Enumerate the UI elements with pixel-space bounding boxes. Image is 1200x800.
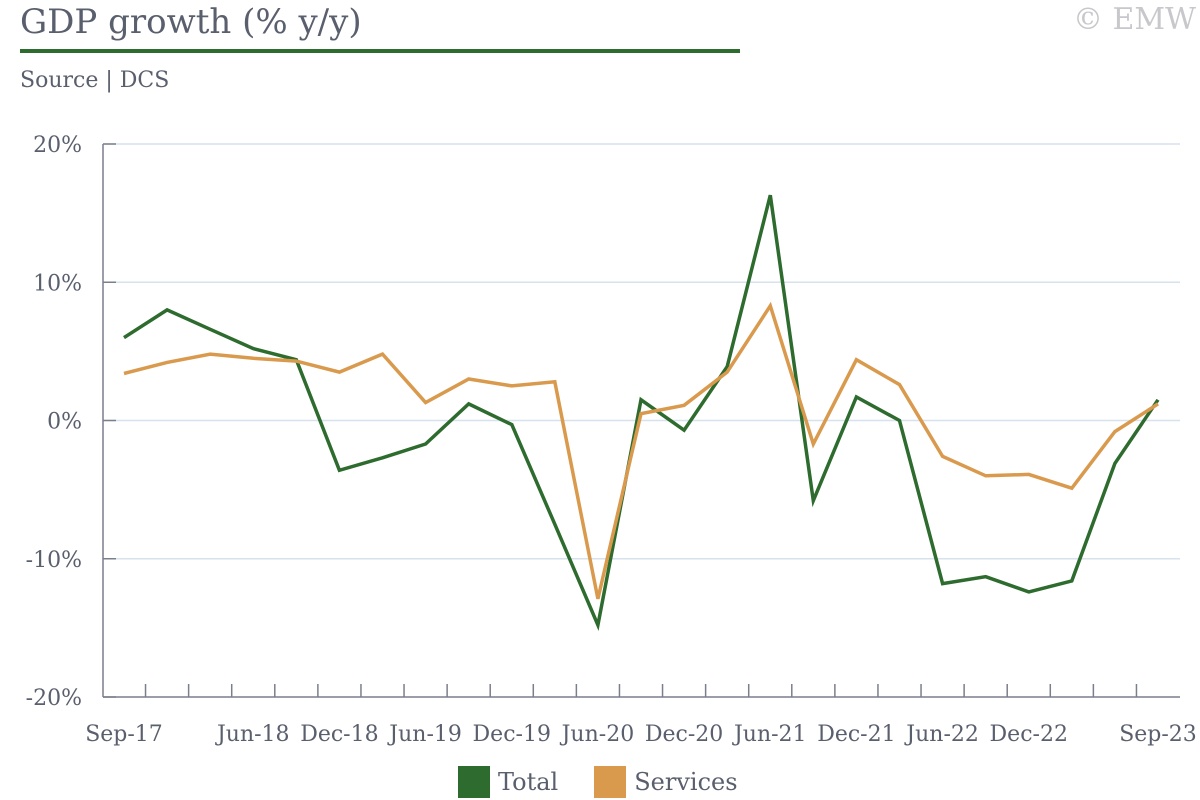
chart-source: Source | DCS: [20, 68, 170, 93]
gridlines: [103, 143, 1180, 560]
y-tick-label: -10%: [26, 548, 82, 573]
y-axis-ticks: 20% 10% 0% -10% -20%: [26, 133, 116, 711]
legend-item-services: Services: [594, 766, 738, 798]
x-tick-label: Jun-19: [387, 722, 462, 747]
x-tick-label: Dec-19: [473, 722, 551, 747]
line-chart: 20% 10% 0% -10% -20% Sep-17 Jun-18 Dec-18 Jun-1…: [26, 133, 1197, 747]
x-tick-label: Sep-23: [1119, 722, 1197, 747]
title-underline: [20, 49, 740, 53]
y-tick-label: 10%: [33, 271, 82, 296]
series-line-total: [123, 194, 1160, 632]
legend-label-total: Total: [498, 768, 559, 796]
x-tick-label: Dec-22: [990, 722, 1068, 747]
x-tick-label: Sep-17: [85, 722, 163, 747]
x-tick-label: Jun-21: [732, 722, 807, 747]
x-tick-label: Dec-21: [817, 722, 895, 747]
y-tick-label: 0%: [47, 410, 82, 435]
x-tick-label: Dec-18: [300, 722, 378, 747]
x-tick-label: Jun-18: [215, 722, 290, 747]
copyright-watermark: © EMW: [1073, 2, 1196, 37]
chart-title: GDP growth (% y/y): [20, 2, 362, 42]
legend: Total Services: [458, 766, 774, 798]
y-tick-label: 20%: [33, 133, 82, 158]
legend-label-services: Services: [634, 768, 738, 796]
x-tick-label: Dec-20: [645, 722, 723, 747]
x-tick-label: Jun-20: [560, 722, 635, 747]
x-axis-ticks: Sep-17 Jun-18 Dec-18 Jun-19 Dec-19 Jun-20 Dec-…: [85, 684, 1197, 747]
legend-swatch-total: [458, 766, 490, 798]
series-line-services: [123, 301, 1159, 600]
series-lines: [123, 194, 1160, 632]
legend-item-total: Total: [458, 766, 558, 798]
x-tick-label: Jun-22: [904, 722, 979, 747]
legend-swatch-services: [594, 766, 627, 798]
y-tick-label: -20%: [26, 686, 82, 711]
